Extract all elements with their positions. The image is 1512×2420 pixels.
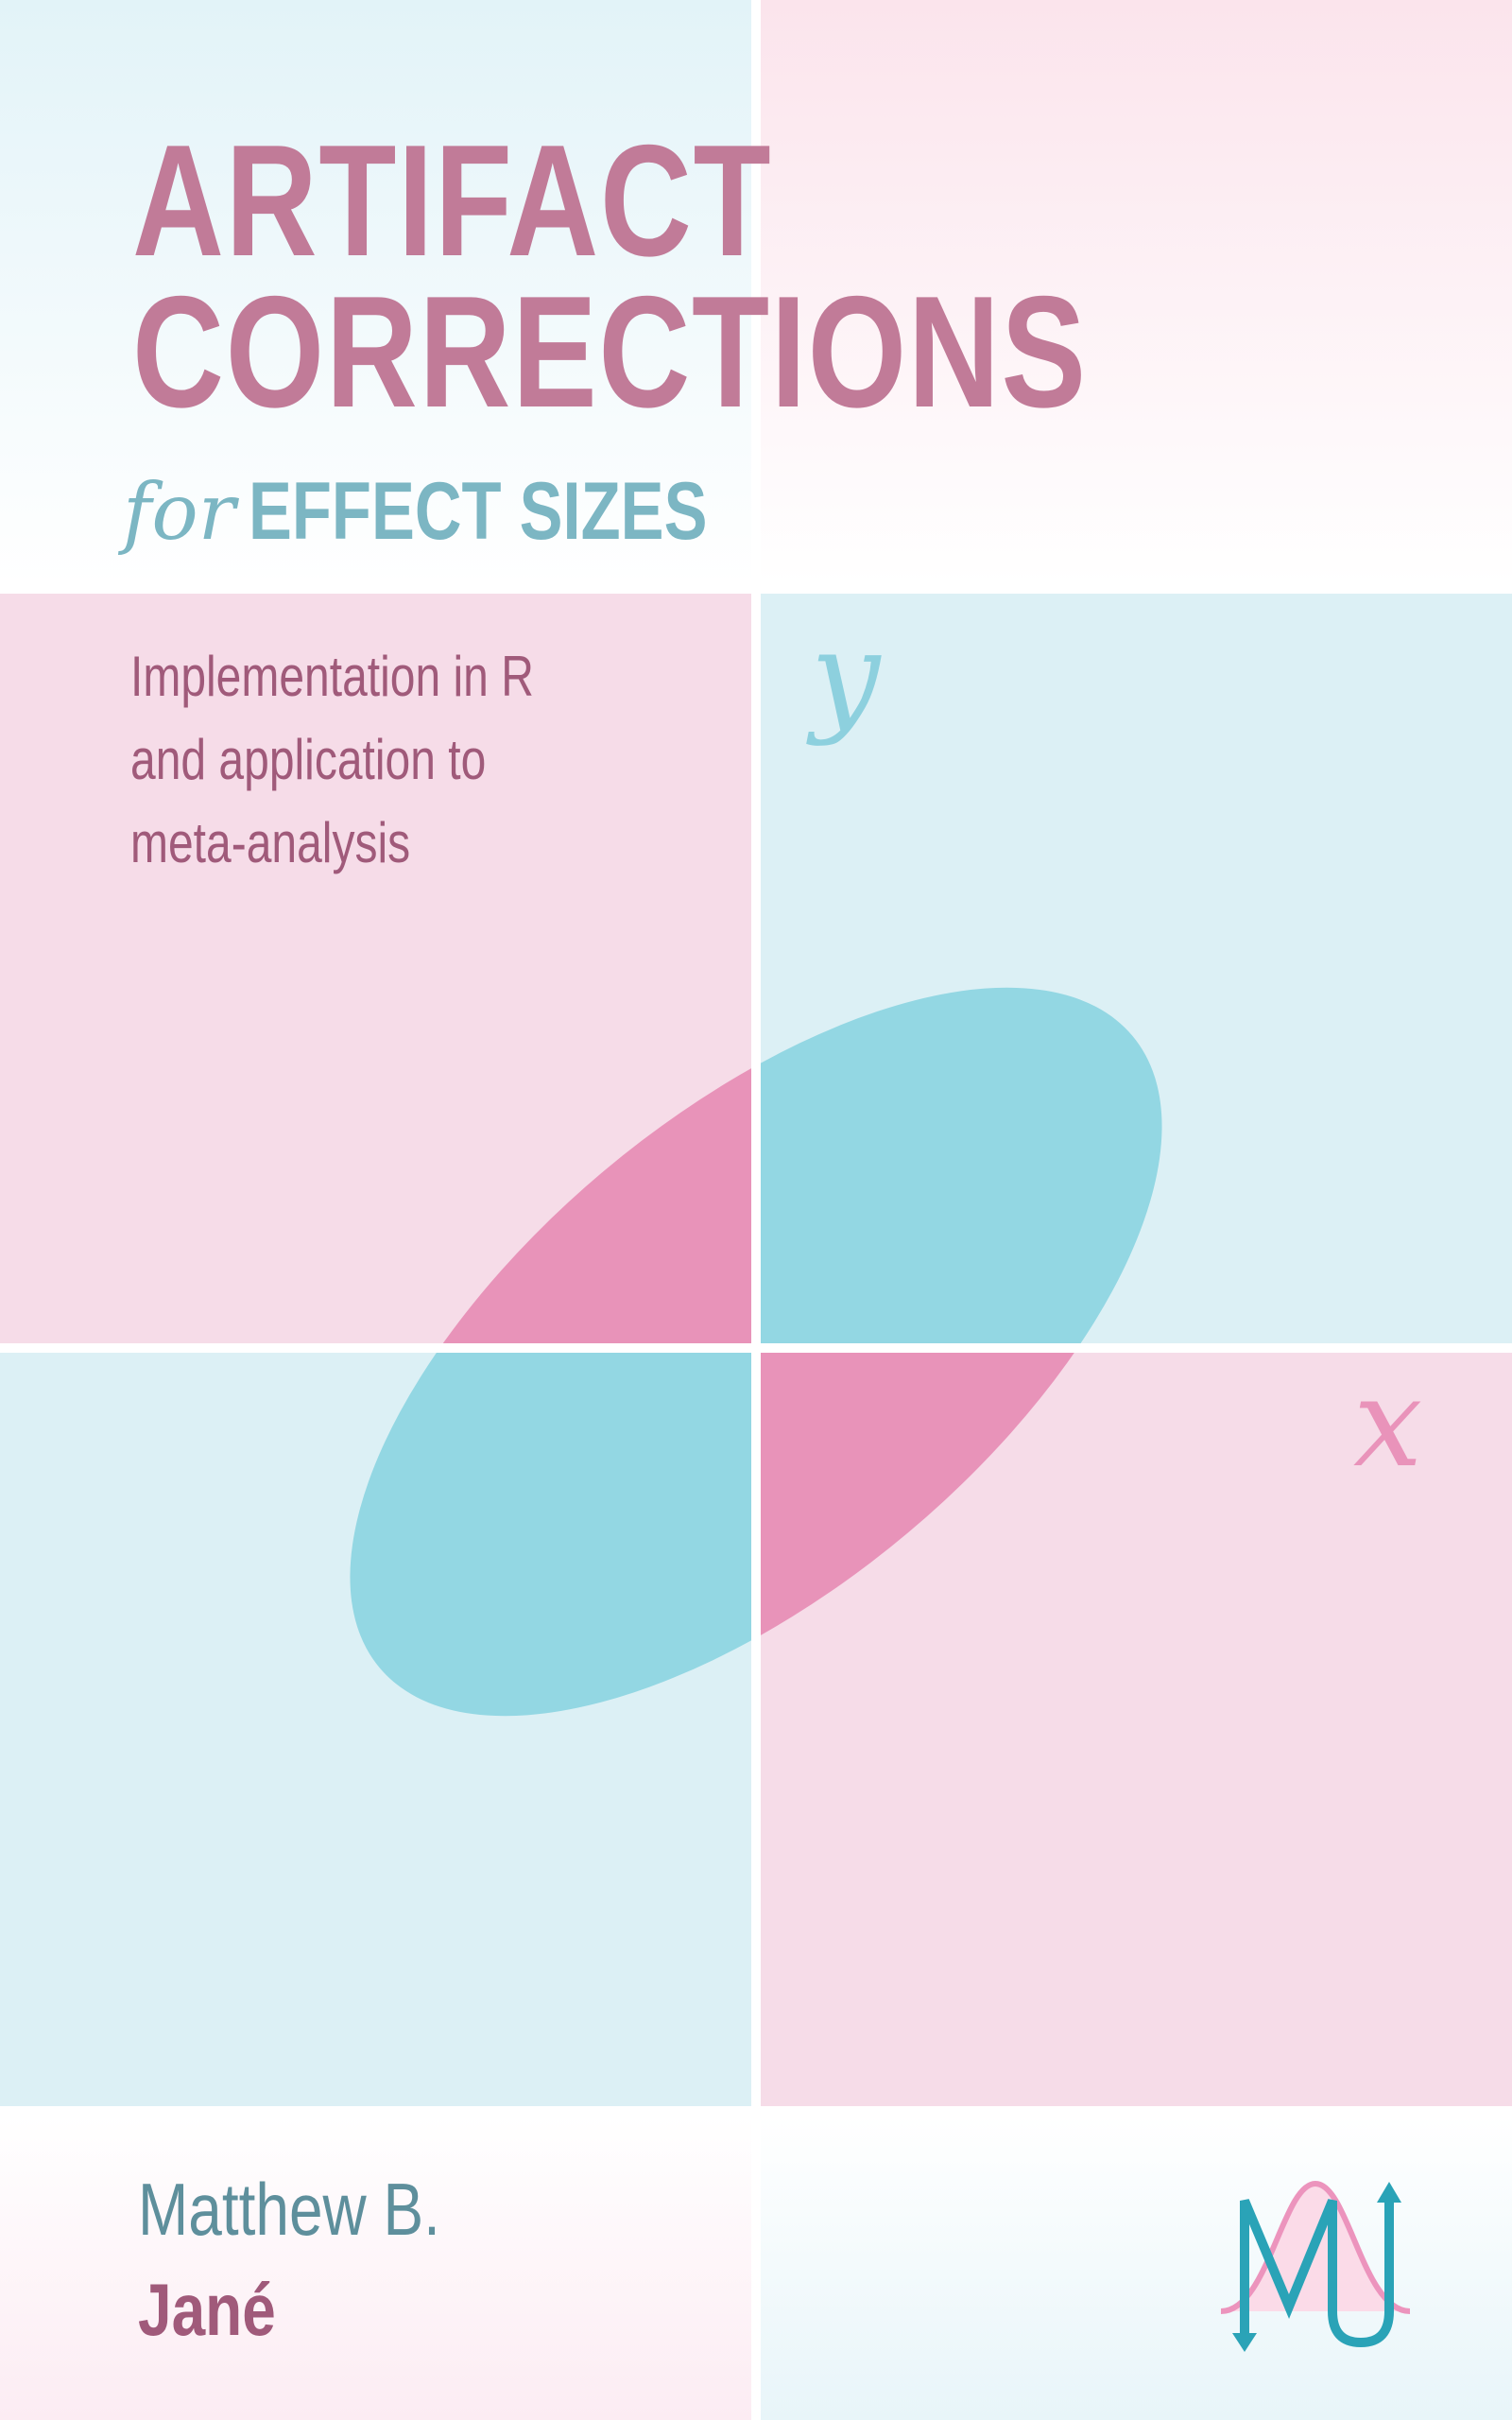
book-tagline: Implementation in R and application to m…	[130, 635, 534, 885]
top-band-left	[0, 0, 751, 584]
logo-arrow-up	[1377, 2182, 1401, 2203]
book-title: ARTIFACT CORRECTIONS	[132, 112, 1088, 441]
book-subtitle: for EFFECT SIZES	[123, 465, 822, 559]
axis-y-label: y	[811, 604, 881, 748]
title-line-artifact: ARTIFACT	[132, 112, 773, 289]
logo-m-letter	[1240, 2199, 1394, 2348]
tagline-line-2: and application to	[130, 728, 487, 791]
bottom-band-left	[0, 2116, 751, 2420]
logo-bell-curve	[1220, 2180, 1411, 2314]
logo-arrow-down	[1232, 2333, 1257, 2352]
mj-logo-icon	[1220, 2180, 1411, 2352]
tagline-line-3: meta-analysis	[130, 811, 411, 874]
subtitle-effect-sizes: EFFECT SIZES	[248, 466, 708, 557]
author-last-name: Jané	[138, 2268, 276, 2351]
top-band-right	[761, 0, 1512, 584]
author-first-name: Matthew B.	[138, 2168, 440, 2251]
tagline-line-1: Implementation in R	[130, 645, 534, 708]
axis-x-label: x	[1353, 1351, 1423, 1495]
ellipse-segment-bottom-left	[350, 1353, 751, 1717]
title-line-corrections: CORRECTIONS	[132, 263, 1088, 441]
ellipse-segment-top-right	[761, 987, 1162, 1343]
subtitle-for: for	[123, 468, 235, 558]
